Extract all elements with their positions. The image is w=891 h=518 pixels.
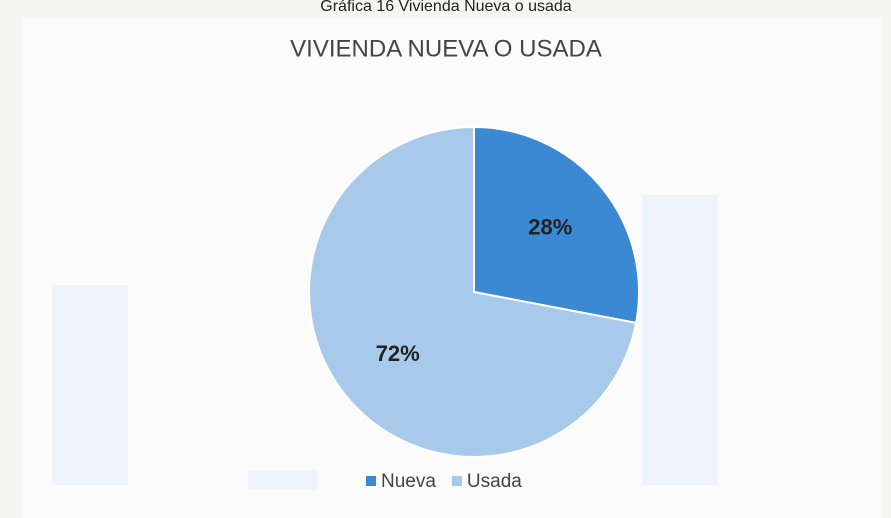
bleed-through	[248, 470, 318, 490]
pie-slice	[473, 125, 640, 325]
caption: Gráfica 16 Vivienda Nueva o usada	[320, 0, 572, 15]
pie: 28% 72%	[308, 125, 640, 458]
pie-slice	[308, 125, 638, 458]
legend: Nueva Usada	[366, 471, 522, 492]
data-label: 28%	[528, 215, 572, 240]
bleed-through	[642, 195, 718, 485]
chart-title: VIVIENDA NUEVA O USADA	[290, 35, 602, 62]
legend-label: Nueva	[381, 471, 436, 492]
legend-swatch	[366, 476, 376, 486]
legend-label: Usada	[467, 471, 522, 492]
data-label: 72%	[376, 341, 420, 366]
bleed-through	[52, 285, 128, 485]
legend-swatch	[451, 476, 462, 486]
